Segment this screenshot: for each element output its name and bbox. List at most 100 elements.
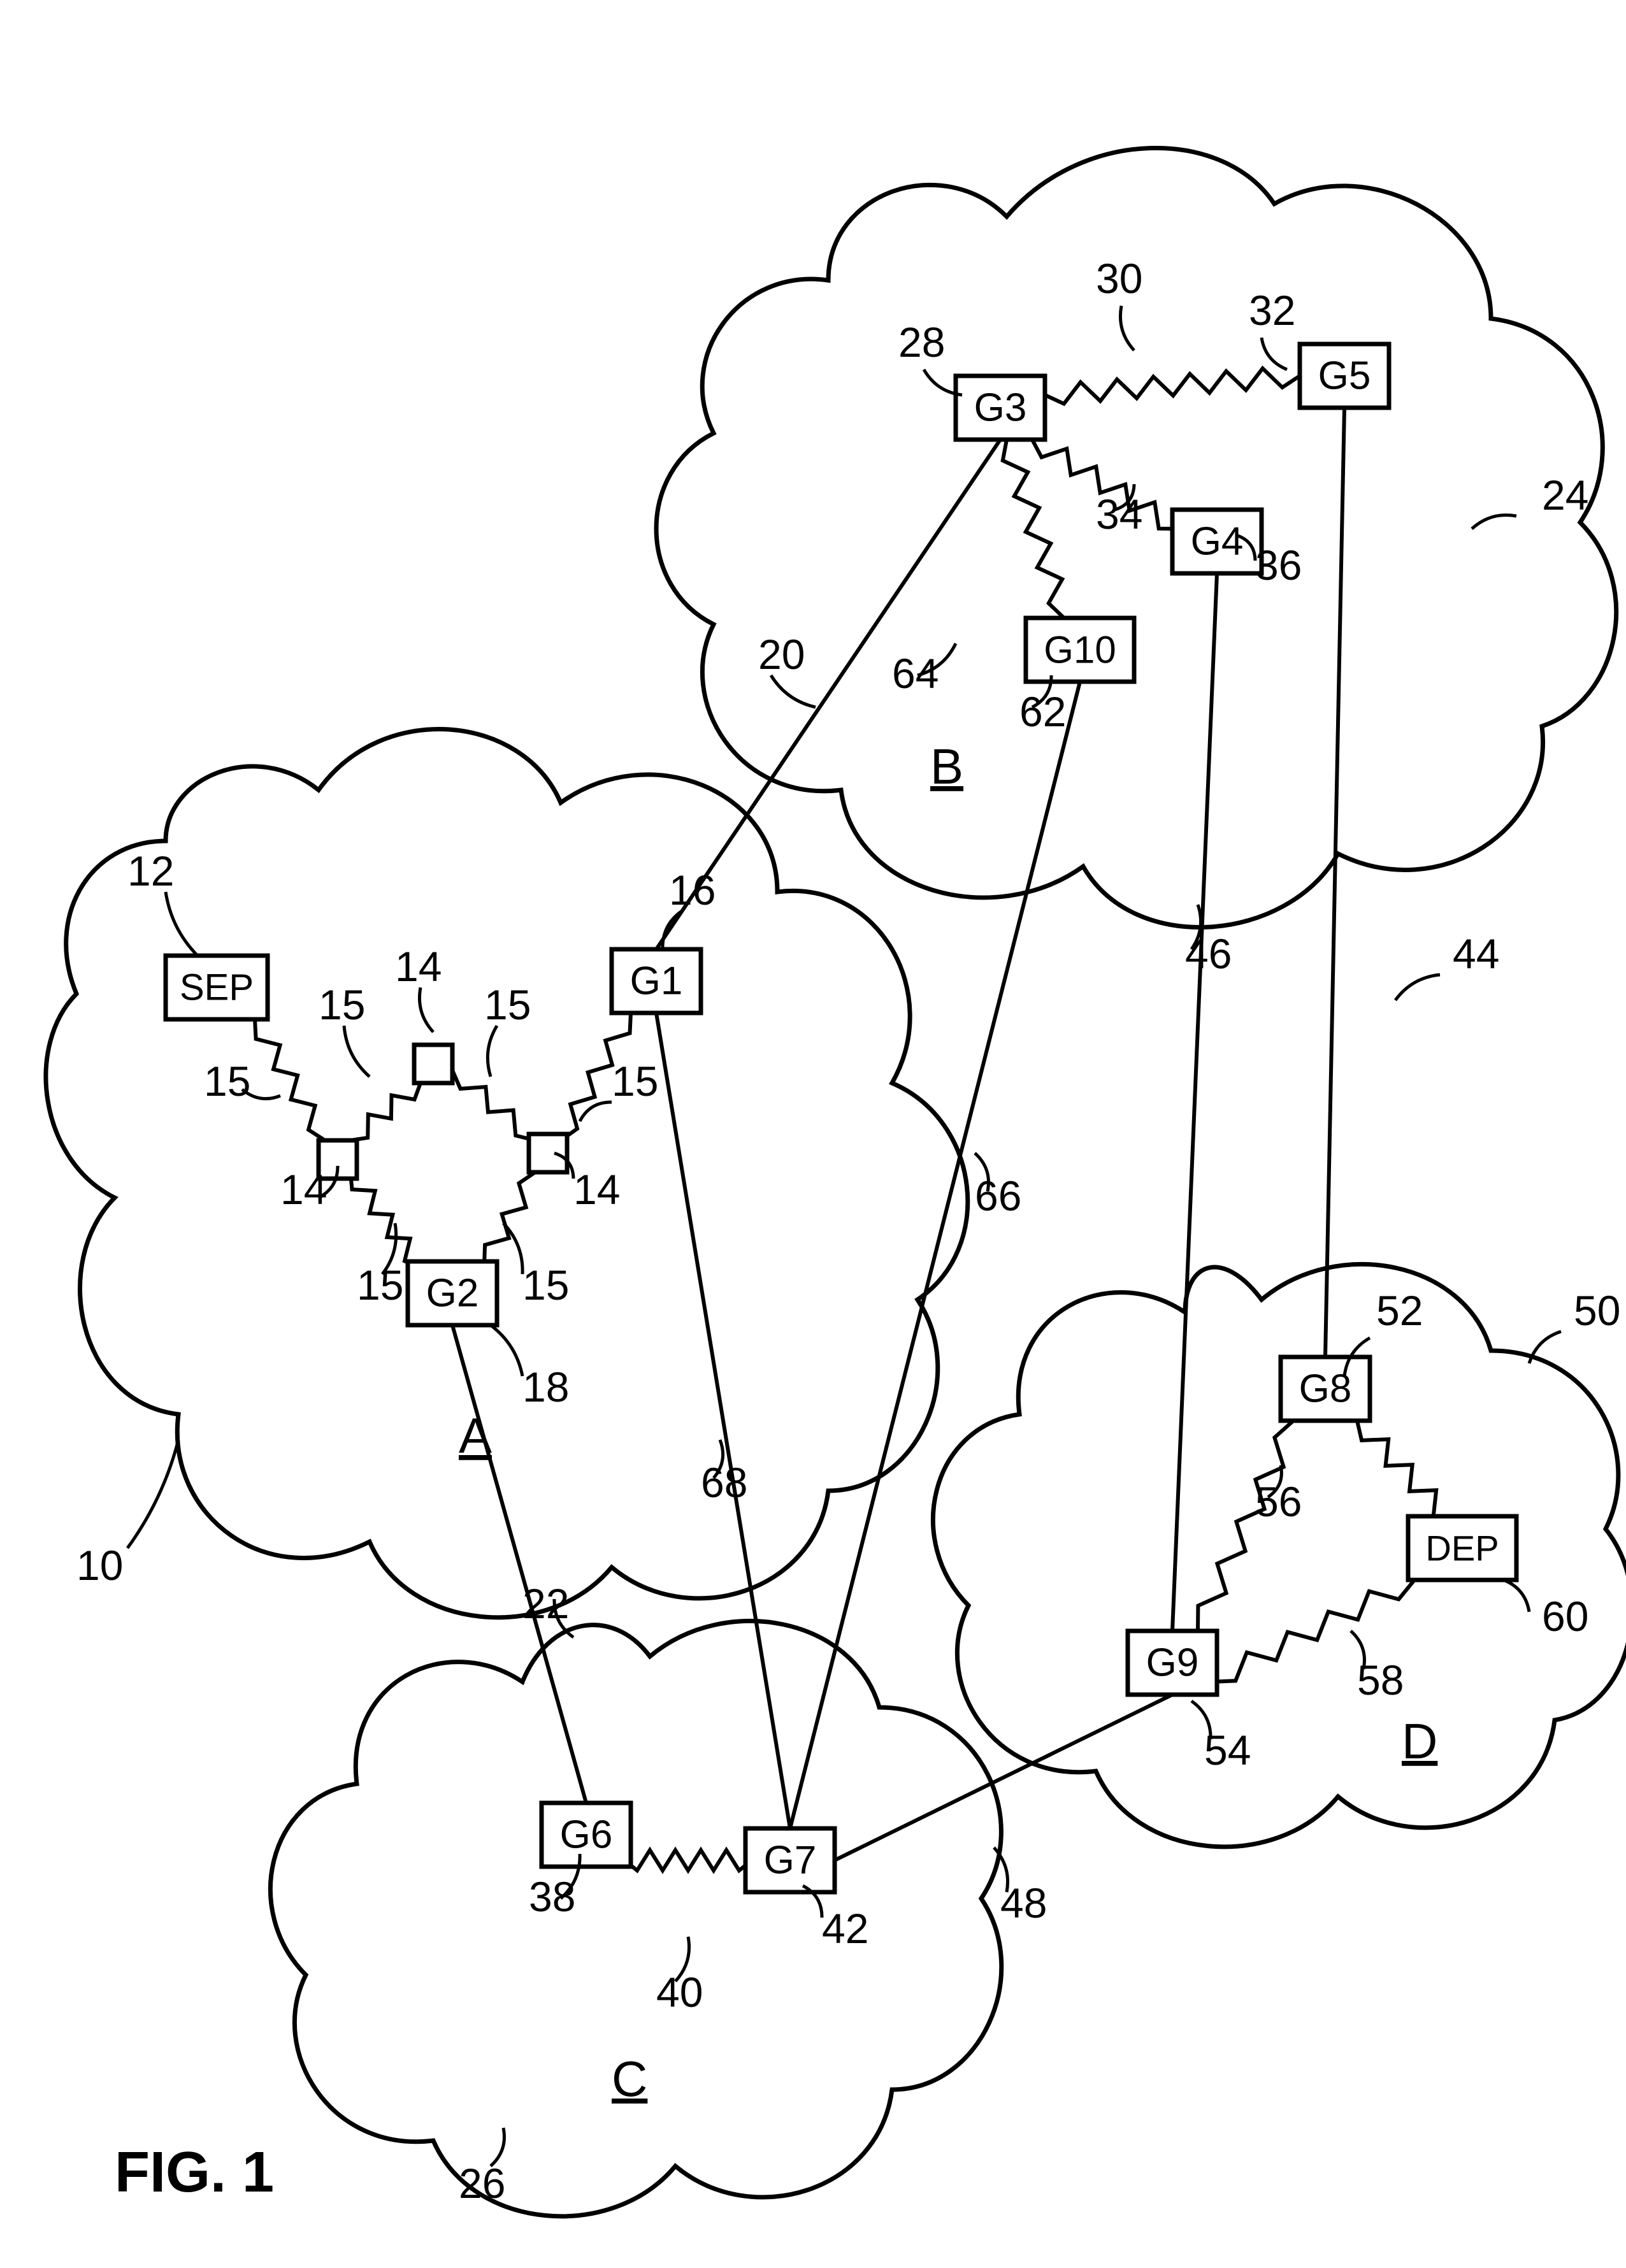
leader-10 [127, 1440, 178, 1548]
node-g4-label: G4 [1191, 520, 1244, 564]
ref-15a: 15 [204, 1058, 250, 1105]
node-sep-label: SEP [180, 967, 254, 1008]
ref-52: 52 [1376, 1287, 1423, 1334]
node-g3: G3 [956, 376, 1045, 440]
zz-s3-g2 [484, 1172, 535, 1265]
zz-sep-s1 [255, 1019, 325, 1140]
node-g8: G8 [1281, 1357, 1370, 1421]
leader-15d [580, 1102, 612, 1121]
ref-30: 30 [1096, 255, 1142, 302]
ref-54: 54 [1204, 1726, 1251, 1774]
ref-60: 60 [1542, 1593, 1588, 1640]
ref-42: 42 [822, 1905, 868, 1952]
leader-12 [166, 892, 198, 956]
node-g5-label: G5 [1318, 354, 1371, 398]
ref-40: 40 [656, 1969, 703, 2016]
ref-18: 18 [522, 1363, 569, 1410]
node-g7-label: G7 [764, 1839, 817, 1883]
node-g6-label: G6 [560, 1813, 613, 1857]
ref-22: 22 [522, 1580, 569, 1627]
layer-ref-labels: 10 12 16 18 20 22 24 26 28 30 32 34 36 38 40 42 44 46 48 50… [76, 255, 1620, 2207]
ref-16: 16 [669, 866, 716, 914]
leader-32 [1262, 338, 1287, 370]
ref-12: 12 [127, 847, 174, 894]
ref-24: 24 [1542, 471, 1588, 519]
ref-48: 48 [1000, 1879, 1047, 1927]
node-dep-label: DEP [1425, 1528, 1499, 1568]
figure-label: FIG. 1 [115, 2141, 274, 2204]
node-dep: DEP [1408, 1516, 1516, 1580]
node-sep: SEP [166, 956, 268, 1019]
zz-g8-g9 [1198, 1421, 1293, 1631]
ref-15d: 15 [612, 1058, 658, 1105]
ref-32: 32 [1249, 287, 1295, 334]
ref-68: 68 [701, 1459, 747, 1506]
edge-g4-g9 [1172, 573, 1217, 1631]
ref-26: 26 [459, 2160, 505, 2207]
leader-15c [487, 1026, 497, 1077]
zz-s2-s3 [452, 1070, 535, 1140]
ref-34: 34 [1096, 491, 1142, 538]
node-g9-label: G9 [1146, 1641, 1199, 1685]
node-g2-label: G2 [426, 1272, 479, 1316]
zz-g3-g10 [1003, 440, 1064, 618]
cloud-b-label: B [930, 738, 963, 794]
node-g2: G2 [408, 1261, 497, 1325]
node-g9: G9 [1128, 1631, 1217, 1695]
node-g6: G6 [542, 1803, 631, 1867]
ref-58: 58 [1357, 1656, 1404, 1704]
ref-15f: 15 [522, 1261, 569, 1309]
node-g5: G5 [1300, 344, 1389, 408]
ref-44: 44 [1453, 930, 1499, 977]
ref-10: 10 [76, 1542, 123, 1589]
leader-30 [1120, 306, 1134, 350]
leader-44 [1395, 975, 1440, 1000]
layer-leaders [127, 306, 1561, 2166]
zz-g3-g5 [1045, 368, 1300, 404]
leader-24 [1472, 515, 1516, 529]
node-g7: G7 [745, 1828, 835, 1892]
ref-15b: 15 [319, 981, 365, 1028]
edge-g5-g8 [1325, 408, 1344, 1357]
node-g10: G10 [1026, 618, 1134, 682]
ref-66: 66 [975, 1172, 1021, 1219]
cloud-a: M 260 1320 C 140 1320 70 1440 120 1560 C… [46, 729, 968, 1617]
node-g1: G1 [612, 949, 701, 1013]
leader-14b [419, 987, 433, 1032]
small-2 [414, 1045, 452, 1083]
ref-62: 62 [1019, 688, 1066, 735]
edge-g10-g7 [790, 682, 1080, 1828]
ref-15e: 15 [357, 1261, 403, 1309]
zz-s1-s2 [350, 1083, 421, 1140]
ref-38: 38 [529, 1873, 575, 1920]
node-g10-label: G10 [1044, 629, 1116, 671]
ref-14c: 14 [573, 1166, 620, 1213]
ref-14a: 14 [280, 1166, 327, 1213]
node-g3-label: G3 [974, 386, 1027, 430]
ref-56: 56 [1255, 1478, 1302, 1525]
small-3 [529, 1134, 567, 1172]
edge-g7-g9 [835, 1695, 1172, 1860]
ref-46: 46 [1185, 930, 1232, 977]
ref-50: 50 [1574, 1287, 1620, 1334]
zz-s1-g2 [350, 1172, 421, 1268]
edge-g1-g7 [656, 1013, 790, 1828]
zz-g8-dep [1357, 1421, 1453, 1523]
ref-20: 20 [758, 631, 805, 678]
leader-15b [344, 1026, 370, 1077]
ref-14b: 14 [395, 943, 442, 990]
leader-18 [491, 1325, 522, 1376]
cloud-c: M 820 2640 C 700 2560 540 2640 560 2800 … [270, 1621, 1001, 2216]
ref-36: 36 [1255, 542, 1302, 589]
leader-60 [1504, 1580, 1529, 1612]
zz-g6-g7 [624, 1850, 752, 1870]
cloud-d-label: D [1402, 1713, 1437, 1769]
layer-small-nodes [319, 1045, 567, 1179]
ref-28: 28 [898, 319, 945, 366]
ref-64: 64 [892, 650, 939, 697]
leader-20 [771, 675, 816, 707]
layer-zigzag [255, 368, 1453, 1870]
ref-15c: 15 [484, 981, 531, 1028]
node-g1-label: G1 [630, 959, 683, 1003]
cloud-c-label: C [612, 2051, 647, 2107]
